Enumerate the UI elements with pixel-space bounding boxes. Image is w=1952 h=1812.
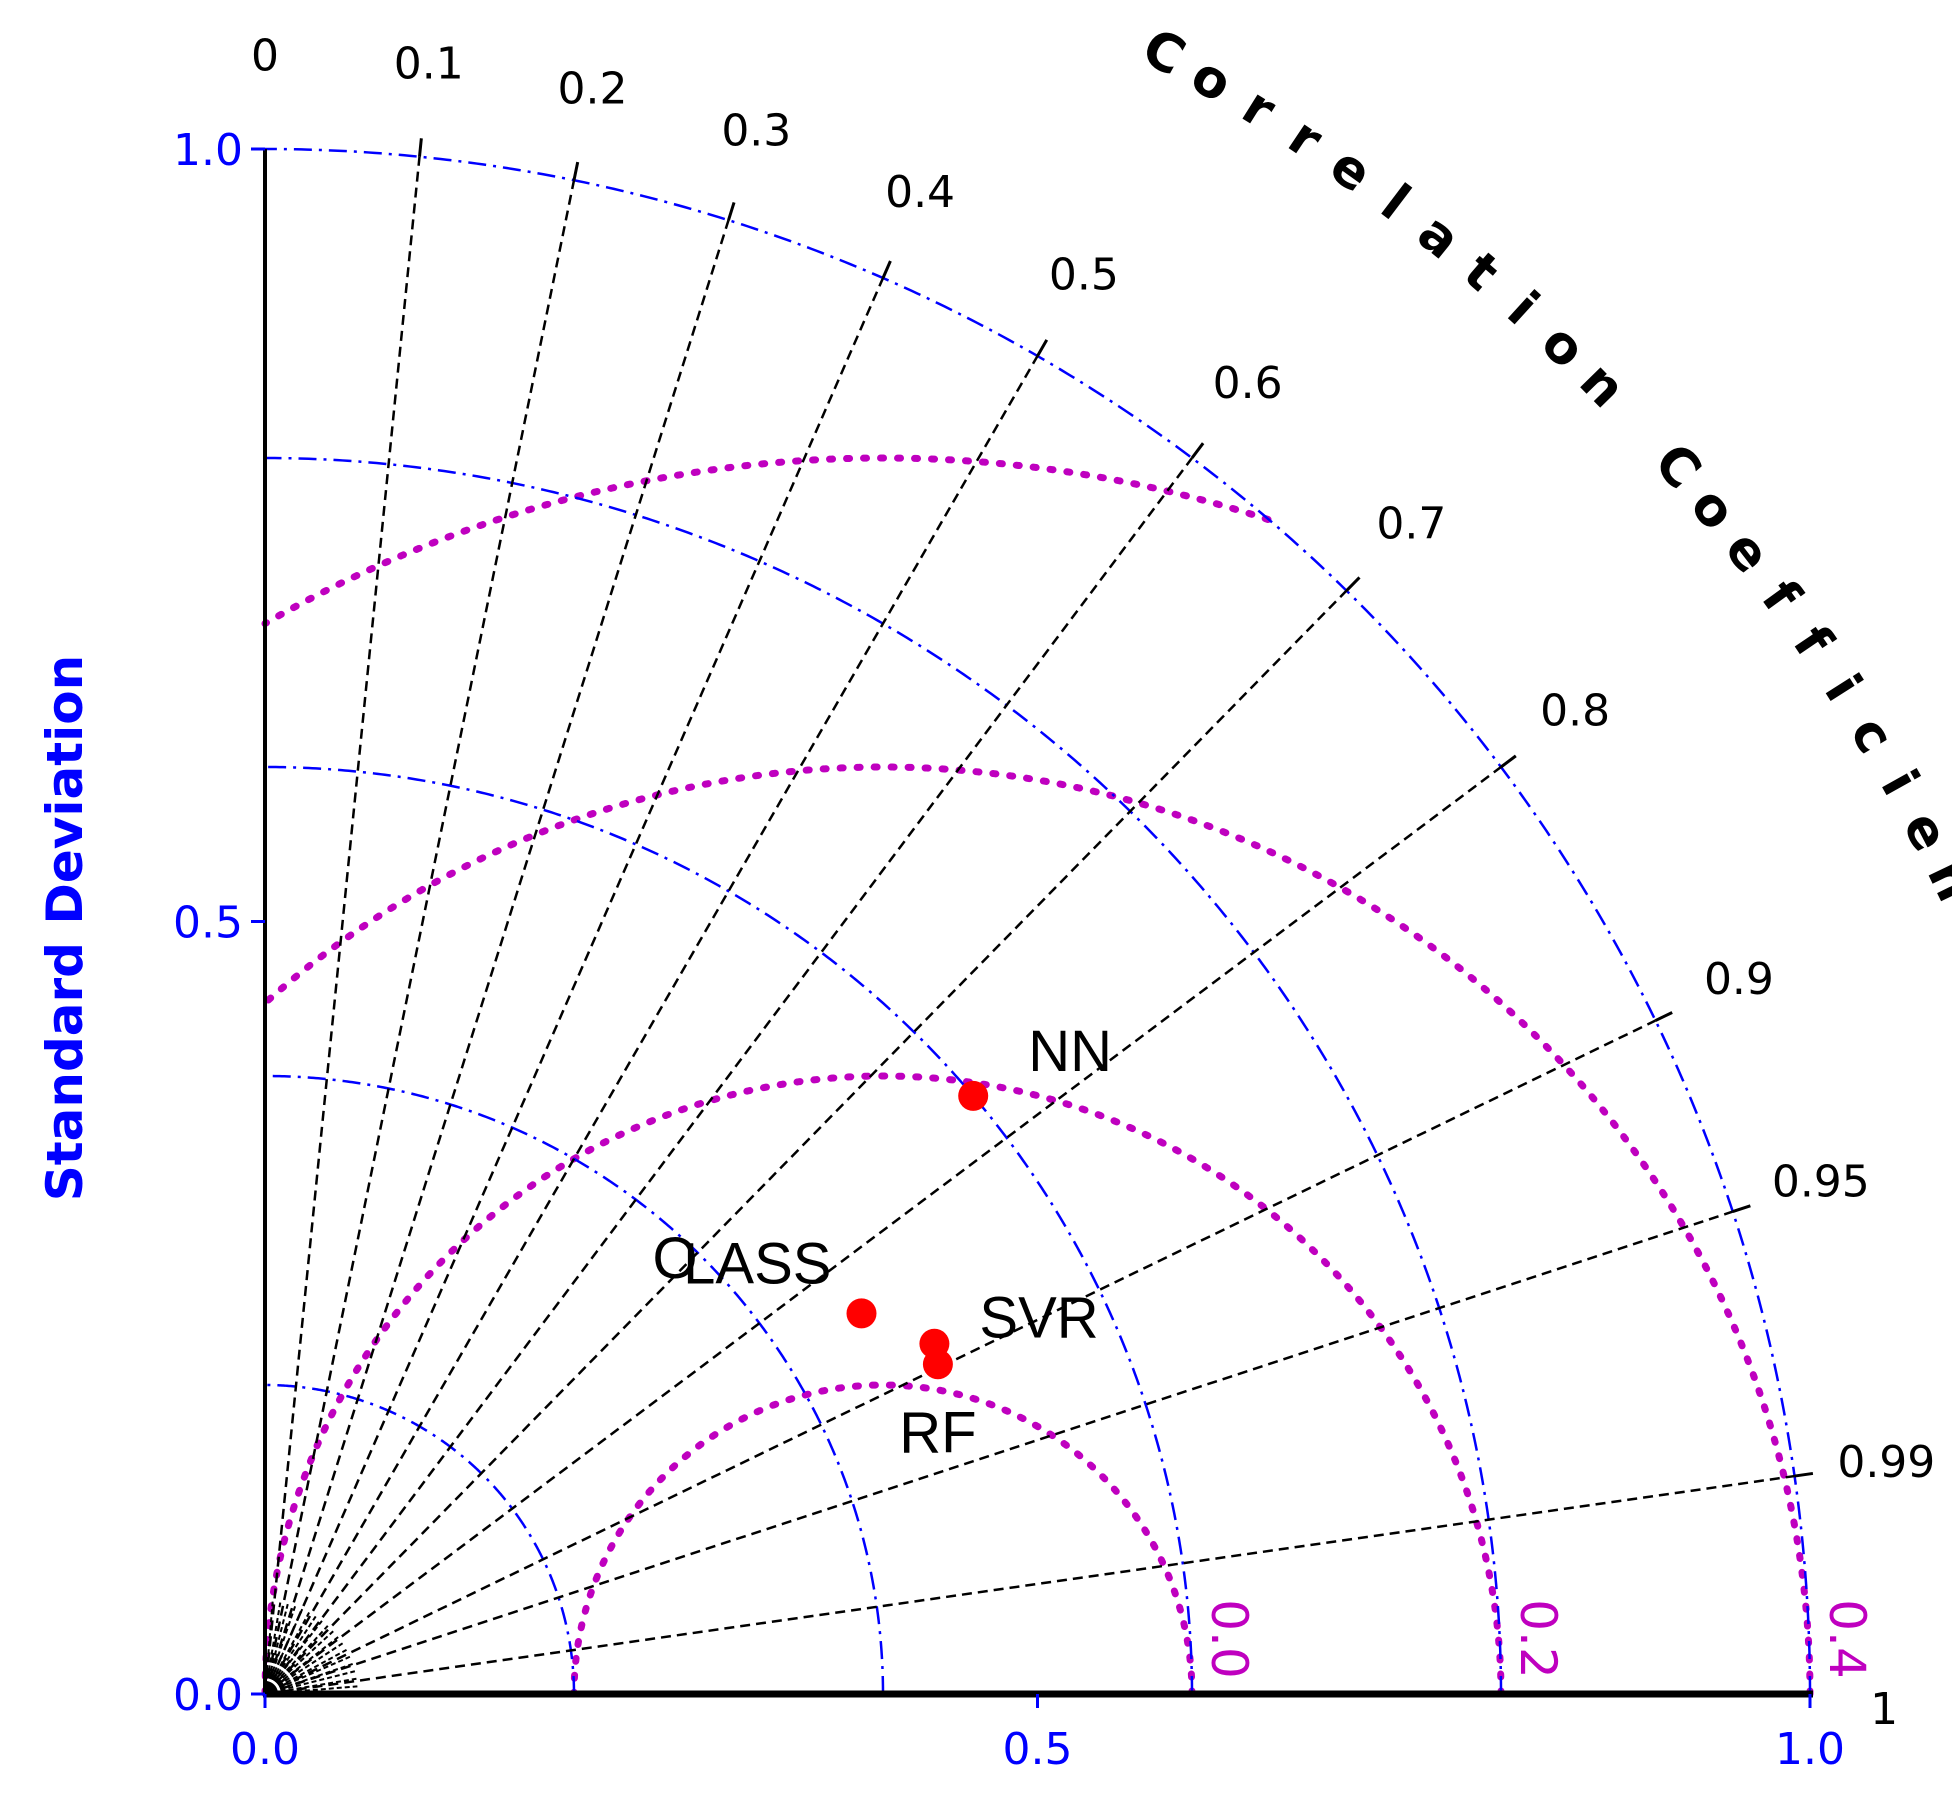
corr-tick-3 [727,202,736,221]
model-point-nn [958,1080,989,1111]
corr-tick-1 [418,138,423,157]
corr-title-char-19: i [1869,760,1930,805]
corr-tick-label-6: 0.6 [1213,358,1283,409]
y-tick-label-0: 0.0 [173,1670,243,1721]
correlation-tick-labels: 0 0.1 0.2 0.3 0.4 0.5 0.6 0.7 0.8 0.9 0.95 0.99 1 [251,30,1935,1735]
corr-tick-label-12: 1 [1870,1684,1898,1735]
corr-title-char-5: l [1370,174,1420,233]
corr-title-char-6: a [1406,203,1471,272]
std-arc-3 [264,456,1503,1695]
model-label-svr: SVR [979,1286,1098,1351]
corr-title-char-22: t [1941,907,1952,954]
x-tick-label-2: 1.0 [1775,1724,1845,1775]
corr-line-11 [264,1474,1795,1696]
corr-title-char-3: r [1278,107,1333,171]
corr-line-2 [263,179,576,1695]
corr-tick-label-9: 0.9 [1704,954,1774,1005]
corr-tick-label-10: 0.95 [1772,1157,1870,1208]
std-arc-1 [265,1074,885,1694]
corr-title-char-10: n [1568,351,1637,419]
corr-tick-label-3: 0.3 [721,106,791,157]
corr-line-7 [264,589,1348,1695]
corr-line-9 [264,1019,1657,1696]
rms-contour-1 [261,1072,1505,1698]
model-point-lass [846,1298,877,1329]
corr-title-char-12: C [1642,433,1712,501]
corr-line-4 [263,277,885,1695]
corr-line-10 [264,1210,1734,1696]
model-label-rf: RF [899,1400,976,1465]
std-arc-0 [265,1383,576,1694]
x-tick-label-1: 0.5 [1003,1724,1073,1775]
corr-title-char-2: r [1232,76,1286,141]
corr-title-char-15: f [1749,570,1812,625]
corr-tick-label-11: 0.99 [1837,1437,1935,1488]
corr-tick-2 [572,161,580,181]
corr-title-char-18: c [1838,706,1905,763]
corr-title-char-8: i [1496,280,1550,336]
corr-title-char-1: o [1181,45,1242,115]
rms-label-2: 0.4 [1818,1599,1876,1679]
std-arc-4 [264,147,1812,1695]
rms-contour-0 [570,1381,1196,1698]
corr-title-char-13: o [1678,476,1747,542]
corr-line-3 [263,219,730,1695]
reference-point-label: O [652,1226,697,1291]
correlation-lines [263,138,1814,1696]
rms-contour-2 [261,763,1814,1698]
std-ticks: 0.00.00.50.51.01.0 [173,125,1845,1775]
corr-title-char-7: t [1452,241,1510,303]
corr-title-char-9: o [1529,312,1596,380]
corr-title-char-20: e [1891,802,1952,861]
corr-tick-11 [1794,1471,1814,1478]
y-tick-label-1: 0.5 [173,898,243,949]
corr-tick-label-8: 0.8 [1540,685,1610,736]
corr-title-char-16: f [1781,616,1844,670]
corr-tick-10 [1732,1204,1751,1213]
corr-tick-9 [1654,1011,1673,1022]
corr-tick-6 [1190,442,1205,459]
corr-tick-label-2: 0.2 [558,63,628,114]
corr-tick-label-5: 0.5 [1049,250,1119,301]
corr-line-6 [264,457,1193,1695]
model-label-lass: LASS [683,1231,831,1296]
corr-tick-label-4: 0.4 [885,167,955,218]
corr-tick-label-0: 0 [251,30,279,81]
rms-label-1: 0.2 [1509,1599,1567,1679]
rms-contour-3 [261,454,1272,628]
corr-tick-label-7: 0.7 [1376,498,1446,549]
corr-tick-label-1: 0.1 [394,39,464,90]
rms-contour-labels: 0.0 0.2 0.4 [1200,1599,1876,1679]
corr-title-char-0: C [1132,17,1194,88]
rms-contours [261,454,1814,1698]
std-arcs [264,147,1812,1695]
corr-line-8 [264,766,1502,1695]
corr-line-5 [263,355,1039,1695]
corr-title-char-14: e [1713,520,1782,585]
corr-tick-7 [1345,576,1361,592]
std-axis-title: Standard Deviation [36,655,94,1202]
rms-label-0: 0.0 [1200,1599,1258,1679]
corr-title-char-21: n [1915,851,1952,910]
model-label-nn: NN [1028,1019,1112,1084]
corr-tick-5 [1036,339,1049,357]
corr-title-char-4: e [1319,135,1383,204]
corr-line-1 [263,156,421,1695]
x-tick-label-0: 0.0 [230,1724,300,1775]
corr-tick-8 [1500,754,1517,769]
y-tick-label-2: 1.0 [173,125,243,176]
model-point-rf [922,1349,953,1380]
corr-tick-4 [881,260,892,279]
corr-title-char-17: i [1812,664,1872,711]
